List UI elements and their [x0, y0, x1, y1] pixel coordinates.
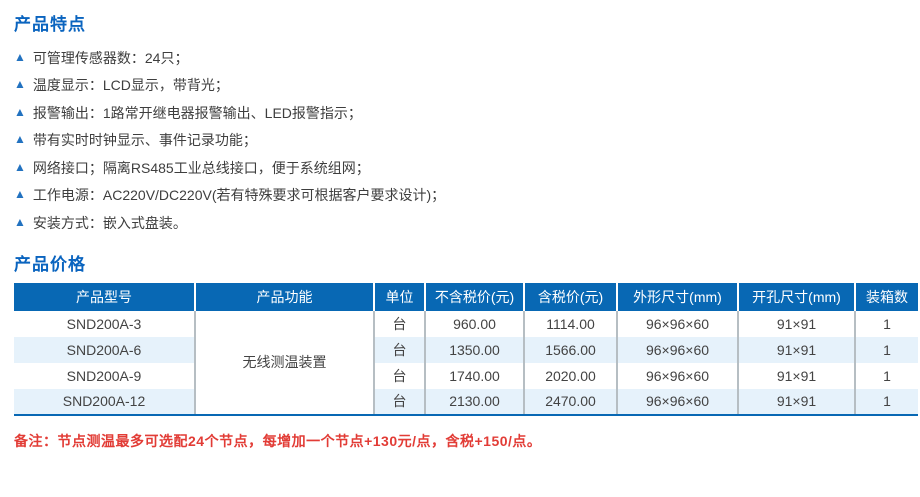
product-sheet: 产品特点 ▲ 可管理传感器数：24只； ▲ 温度显示：LCD显示，带背光； ▲ … — [14, 15, 918, 449]
feature-text: 带有实时时钟显示、事件记录功能； — [32, 132, 257, 149]
triangle-bullet-icon: ▲ — [14, 214, 26, 229]
triangle-bullet-icon: ▲ — [14, 159, 26, 174]
cell-unit: 台 — [373, 336, 425, 363]
feature-text: 网络接口；隔离RS485工业总线接口，便于系统组网； — [32, 159, 370, 176]
header-price-incl-tax: 含税价(元) — [523, 282, 617, 311]
header-function: 产品功能 — [194, 282, 374, 311]
table-row: SND200A-12 台 2130.00 2470.00 96×96×60 91… — [14, 388, 918, 416]
table-row: SND200A-9 台 1740.00 2020.00 96×96×60 91×… — [14, 362, 918, 389]
cell-price-incl-tax: 1114.00 — [523, 310, 617, 337]
cell-cutout: 91×91 — [737, 388, 855, 416]
price-section-title: 产品价格 — [14, 254, 86, 274]
cell-dimensions: 96×96×60 — [616, 362, 738, 389]
feature-item: ▲ 温度显示：LCD显示，带背光； — [14, 72, 918, 100]
cell-unit: 台 — [373, 310, 425, 337]
remark-note: 备注：节点测温最多可选配24个节点，每增加一个节点+130元/点，含税+150/… — [14, 432, 542, 449]
cell-price-excl-tax: 1350.00 — [424, 336, 524, 363]
triangle-bullet-icon: ▲ — [14, 187, 26, 202]
triangle-bullet-icon: ▲ — [14, 77, 26, 92]
cell-model: SND200A-9 — [66, 367, 142, 384]
feature-item: ▲ 带有实时时钟显示、事件记录功能； — [14, 127, 918, 155]
cell-cutout: 91×91 — [737, 310, 855, 337]
triangle-bullet-icon: ▲ — [14, 104, 26, 119]
feature-item: ▲ 网络接口；隔离RS485工业总线接口，便于系统组网； — [14, 154, 918, 182]
price-table: 产品型号 产品功能 单位 不含税价(元) 含税价(元) 外形尺寸(mm) 开孔尺… — [14, 282, 918, 416]
feature-text: 安装方式：嵌入式盘装。 — [32, 214, 187, 231]
table-row: SND200A-6 台 1350.00 1566.00 96×96×60 91×… — [14, 336, 918, 363]
table-row: SND200A-3 无线测温装置 台 960.00 1114.00 96×96×… — [14, 310, 918, 416]
cell-cutout: 91×91 — [737, 362, 855, 389]
cell-model: SND200A-6 — [14, 336, 195, 363]
cell-qty-per-box: 1 — [854, 336, 918, 363]
cell-dimensions: 96×96×60 — [616, 388, 738, 416]
cell-unit: 台 — [373, 388, 425, 416]
cell-model: SND200A-3 — [66, 315, 142, 332]
cell-model: SND200A-12 — [14, 388, 195, 416]
features-list: ▲ 可管理传感器数：24只； ▲ 温度显示：LCD显示，带背光； ▲ 报警输出：… — [14, 44, 918, 237]
cell-dimensions: 96×96×60 — [616, 310, 738, 337]
features-section-title: 产品特点 — [14, 15, 86, 34]
feature-text: 报警输出：1路常开继电器报警输出、LED报警指示； — [32, 104, 362, 121]
triangle-bullet-icon: ▲ — [14, 49, 26, 64]
cell-qty-per-box: 1 — [854, 310, 918, 337]
header-model: 产品型号 — [14, 282, 195, 311]
feature-text: 可管理传感器数：24只； — [32, 49, 189, 66]
feature-item: ▲ 工作电源：AC220V/DC220V(若有特殊要求可根据客户要求设计)； — [14, 182, 918, 210]
header-cutout: 开孔尺寸(mm) — [737, 282, 855, 311]
feature-item: ▲ 可管理传感器数：24只； — [14, 44, 918, 72]
cell-price-excl-tax: 960.00 — [424, 310, 524, 337]
cell-unit: 台 — [373, 362, 425, 389]
table-header-row: 产品型号 产品功能 单位 不含税价(元) 含税价(元) 外形尺寸(mm) 开孔尺… — [14, 282, 918, 311]
cell-price-excl-tax: 2130.00 — [424, 388, 524, 416]
cell-price-excl-tax: 1740.00 — [424, 362, 524, 389]
cell-qty-per-box: 1 — [854, 388, 918, 416]
cell-function-merged: 无线测温装置 — [194, 310, 374, 416]
cell-price-incl-tax: 1566.00 — [523, 336, 617, 363]
header-dimensions: 外形尺寸(mm) — [616, 282, 738, 311]
feature-text: 温度显示：LCD显示，带背光； — [32, 77, 229, 94]
triangle-bullet-icon: ▲ — [14, 132, 26, 147]
cell-price-incl-tax: 2020.00 — [523, 362, 617, 389]
cell-dimensions: 96×96×60 — [616, 336, 738, 363]
header-qty-per-box: 装箱数 — [854, 282, 918, 311]
cell-cutout: 91×91 — [737, 336, 855, 363]
cell-price-incl-tax: 2470.00 — [523, 388, 617, 416]
feature-item: ▲ 安装方式：嵌入式盘装。 — [14, 209, 918, 237]
header-unit: 单位 — [373, 282, 425, 311]
header-price-excl-tax: 不含税价(元) — [424, 282, 524, 311]
feature-item: ▲ 报警输出：1路常开继电器报警输出、LED报警指示； — [14, 99, 918, 127]
cell-qty-per-box: 1 — [854, 362, 918, 389]
feature-text: 工作电源：AC220V/DC220V(若有特殊要求可根据客户要求设计)； — [32, 187, 446, 204]
